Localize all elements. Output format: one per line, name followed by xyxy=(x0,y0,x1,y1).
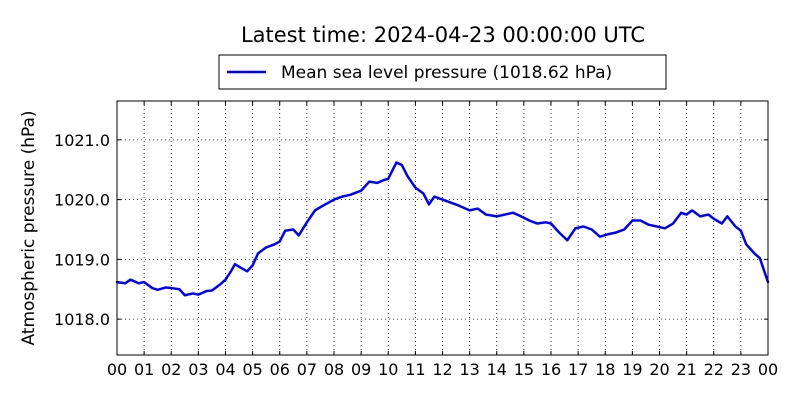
x-tick-label: 19 xyxy=(622,360,642,379)
ticks xyxy=(116,101,769,355)
x-tick-label: 13 xyxy=(459,360,479,379)
legend-box xyxy=(218,54,667,90)
x-tick-label: 07 xyxy=(297,360,317,379)
x-tick-label: 00 xyxy=(758,360,778,379)
x-tick-label: 09 xyxy=(351,360,371,379)
chart-title: Latest time: 2024-04-23 00:00:00 UTC xyxy=(241,23,645,47)
grid xyxy=(117,101,768,355)
y-tick-labels: 1018.0 1019.0 1020.0 1021.0 xyxy=(54,131,110,329)
x-tick-label: 22 xyxy=(704,360,724,379)
x-tick-label: 10 xyxy=(378,360,398,379)
x-tick-label: 21 xyxy=(676,360,696,379)
y-tick-label: 1019.0 xyxy=(54,250,110,269)
x-tick-label: 02 xyxy=(161,360,181,379)
x-tick-label: 03 xyxy=(188,360,208,379)
series-line xyxy=(115,161,770,297)
x-tick-label: 12 xyxy=(432,360,452,379)
data-layer xyxy=(115,161,770,297)
y-tick-label: 1020.0 xyxy=(54,191,110,210)
x-tick-label: 16 xyxy=(541,360,561,379)
x-tick-label: 17 xyxy=(568,360,588,379)
x-tick-label: 06 xyxy=(270,360,290,379)
legend: Mean sea level pressure (1018.62 hPa) xyxy=(218,54,667,90)
y-axis-label: Atmospheric pressure (hPa) xyxy=(19,110,39,345)
x-tick-labels: 00 01 02 03 04 05 06 07 08 09 10 11 12 13 14 15 16 17 18 19… xyxy=(107,360,778,379)
x-tick-label: 00 xyxy=(107,360,127,379)
x-tick-label: 05 xyxy=(242,360,262,379)
x-tick-label: 04 xyxy=(215,360,235,379)
x-tick-label: 20 xyxy=(649,360,669,379)
x-tick-label: 14 xyxy=(487,360,507,379)
x-tick-label: 11 xyxy=(405,360,425,379)
x-tick-label: 08 xyxy=(324,360,344,379)
y-tick-label: 1018.0 xyxy=(54,310,110,329)
x-tick-label: 15 xyxy=(514,360,534,379)
x-tick-label: 01 xyxy=(134,360,154,379)
x-tick-label: 23 xyxy=(731,360,751,379)
y-tick-label: 1021.0 xyxy=(54,131,110,150)
legend-label: Mean sea level pressure (1018.62 hPa) xyxy=(281,63,612,83)
x-tick-label: 18 xyxy=(595,360,615,379)
